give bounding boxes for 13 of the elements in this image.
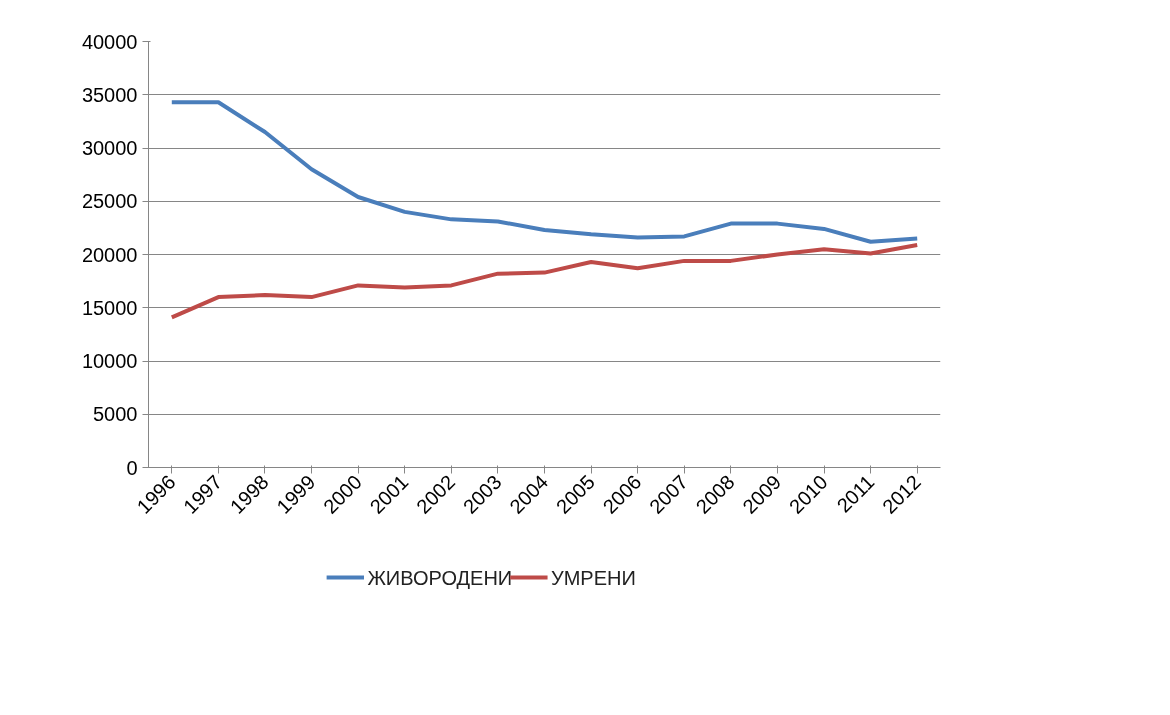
y-tick-label: 5000: [93, 403, 138, 426]
y-tick-label: 20000: [81, 243, 138, 266]
y-tick-label: 25000: [81, 190, 138, 213]
y-tick-label: 35000: [81, 83, 138, 106]
legend-label: ЖИВОРОДЕНИ: [367, 566, 513, 589]
y-tick-label: 0: [126, 456, 138, 479]
legend-label: УМРЕНИ: [550, 566, 636, 589]
line-series: [169, 100, 920, 244]
y-tick-label: 15000: [81, 296, 138, 319]
line-series: [169, 242, 920, 320]
y-tick-label: 30000: [81, 137, 138, 159]
y-tick-label: 10000: [81, 350, 138, 372]
y-tick-label: 40000: [81, 30, 138, 53]
